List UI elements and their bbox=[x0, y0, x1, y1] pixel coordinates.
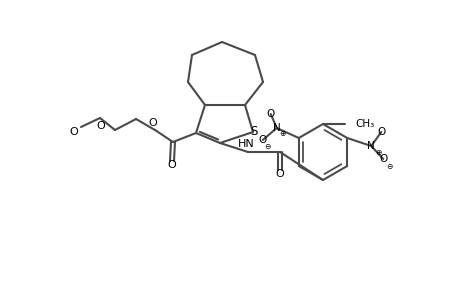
Text: O: O bbox=[167, 160, 176, 170]
Text: O: O bbox=[96, 121, 105, 131]
Text: ⊖: ⊖ bbox=[264, 142, 270, 151]
Text: ⊖: ⊖ bbox=[385, 161, 392, 170]
Text: O: O bbox=[376, 127, 385, 137]
Text: O: O bbox=[148, 118, 157, 128]
Text: HN: HN bbox=[237, 139, 254, 149]
Text: O: O bbox=[69, 127, 78, 137]
Text: ⊕: ⊕ bbox=[374, 148, 381, 157]
Text: O: O bbox=[275, 169, 284, 179]
Text: ⊕: ⊕ bbox=[279, 128, 285, 137]
Text: O: O bbox=[258, 135, 266, 145]
Text: O: O bbox=[378, 154, 386, 164]
Text: S: S bbox=[250, 124, 257, 137]
Text: N: N bbox=[272, 123, 280, 133]
Text: CH₃: CH₃ bbox=[354, 119, 374, 129]
Text: N: N bbox=[367, 141, 374, 151]
Text: O: O bbox=[266, 109, 274, 119]
